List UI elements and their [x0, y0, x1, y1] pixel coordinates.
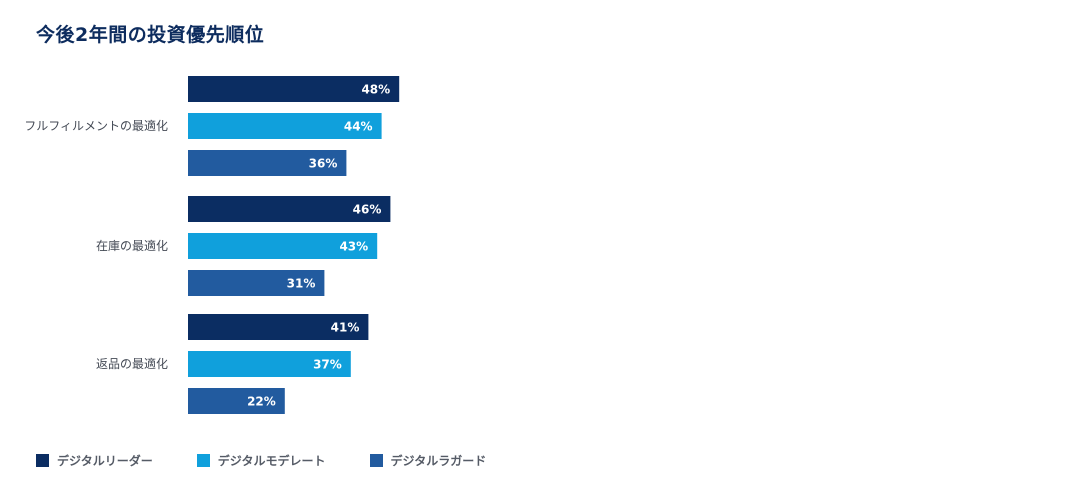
value-label-fulfillment-laggard: 36%: [309, 157, 338, 171]
bar-fulfillment-moderate: [188, 113, 382, 139]
bar-fulfillment-leader: [188, 76, 400, 102]
value-label-returns-laggard: 22%: [247, 395, 276, 409]
value-label-returns-leader: 41%: [331, 321, 360, 335]
legend: デジタルリーダー デジタルモデレート デジタルラガード: [36, 452, 530, 469]
legend-label-moderate: デジタルモデレート: [217, 454, 326, 468]
legend-swatch-laggard: [369, 454, 383, 467]
chart-title: 今後2年間の投資優先順位: [36, 24, 265, 46]
legend-label-laggard: デジタルラガード: [390, 454, 487, 468]
value-label-fulfillment-moderate: 44%: [344, 120, 373, 134]
value-label-fulfillment-leader: 48%: [361, 83, 390, 97]
legend-item-leader: デジタルリーダー: [36, 452, 153, 469]
legend-label-leader: デジタルリーダー: [57, 454, 153, 468]
bar-returns-laggard: [188, 388, 285, 414]
category-label-inventory: 在庫の最適化: [96, 238, 168, 253]
value-label-inventory-leader: 46%: [353, 203, 382, 217]
value-label-inventory-moderate: 43%: [339, 240, 368, 254]
value-label-returns-moderate: 37%: [313, 358, 342, 372]
legend-swatch-moderate: [196, 454, 210, 467]
bar-fulfillment-laggard: [188, 150, 347, 176]
bar-inventory-laggard: [188, 270, 325, 296]
value-label-inventory-laggard: 31%: [287, 277, 316, 291]
bar-inventory-leader: [188, 196, 391, 222]
category-label-returns: 返品の最適化: [96, 356, 168, 371]
bar-returns-moderate: [188, 351, 351, 377]
legend-swatch-leader: [36, 454, 49, 467]
bar-inventory-moderate: [188, 233, 378, 259]
legend-item-moderate: デジタルモデレート: [196, 452, 326, 469]
bar-chart: フルフィルメントの最適化 48% 44% 36% 在庫の最適化 46% 43% 31% 返品の最…: [24, 76, 400, 414]
category-label-fulfillment: フルフィルメントの最適化: [24, 118, 168, 133]
legend-item-laggard: デジタルラガード: [369, 452, 487, 469]
bar-returns-leader: [188, 314, 369, 340]
